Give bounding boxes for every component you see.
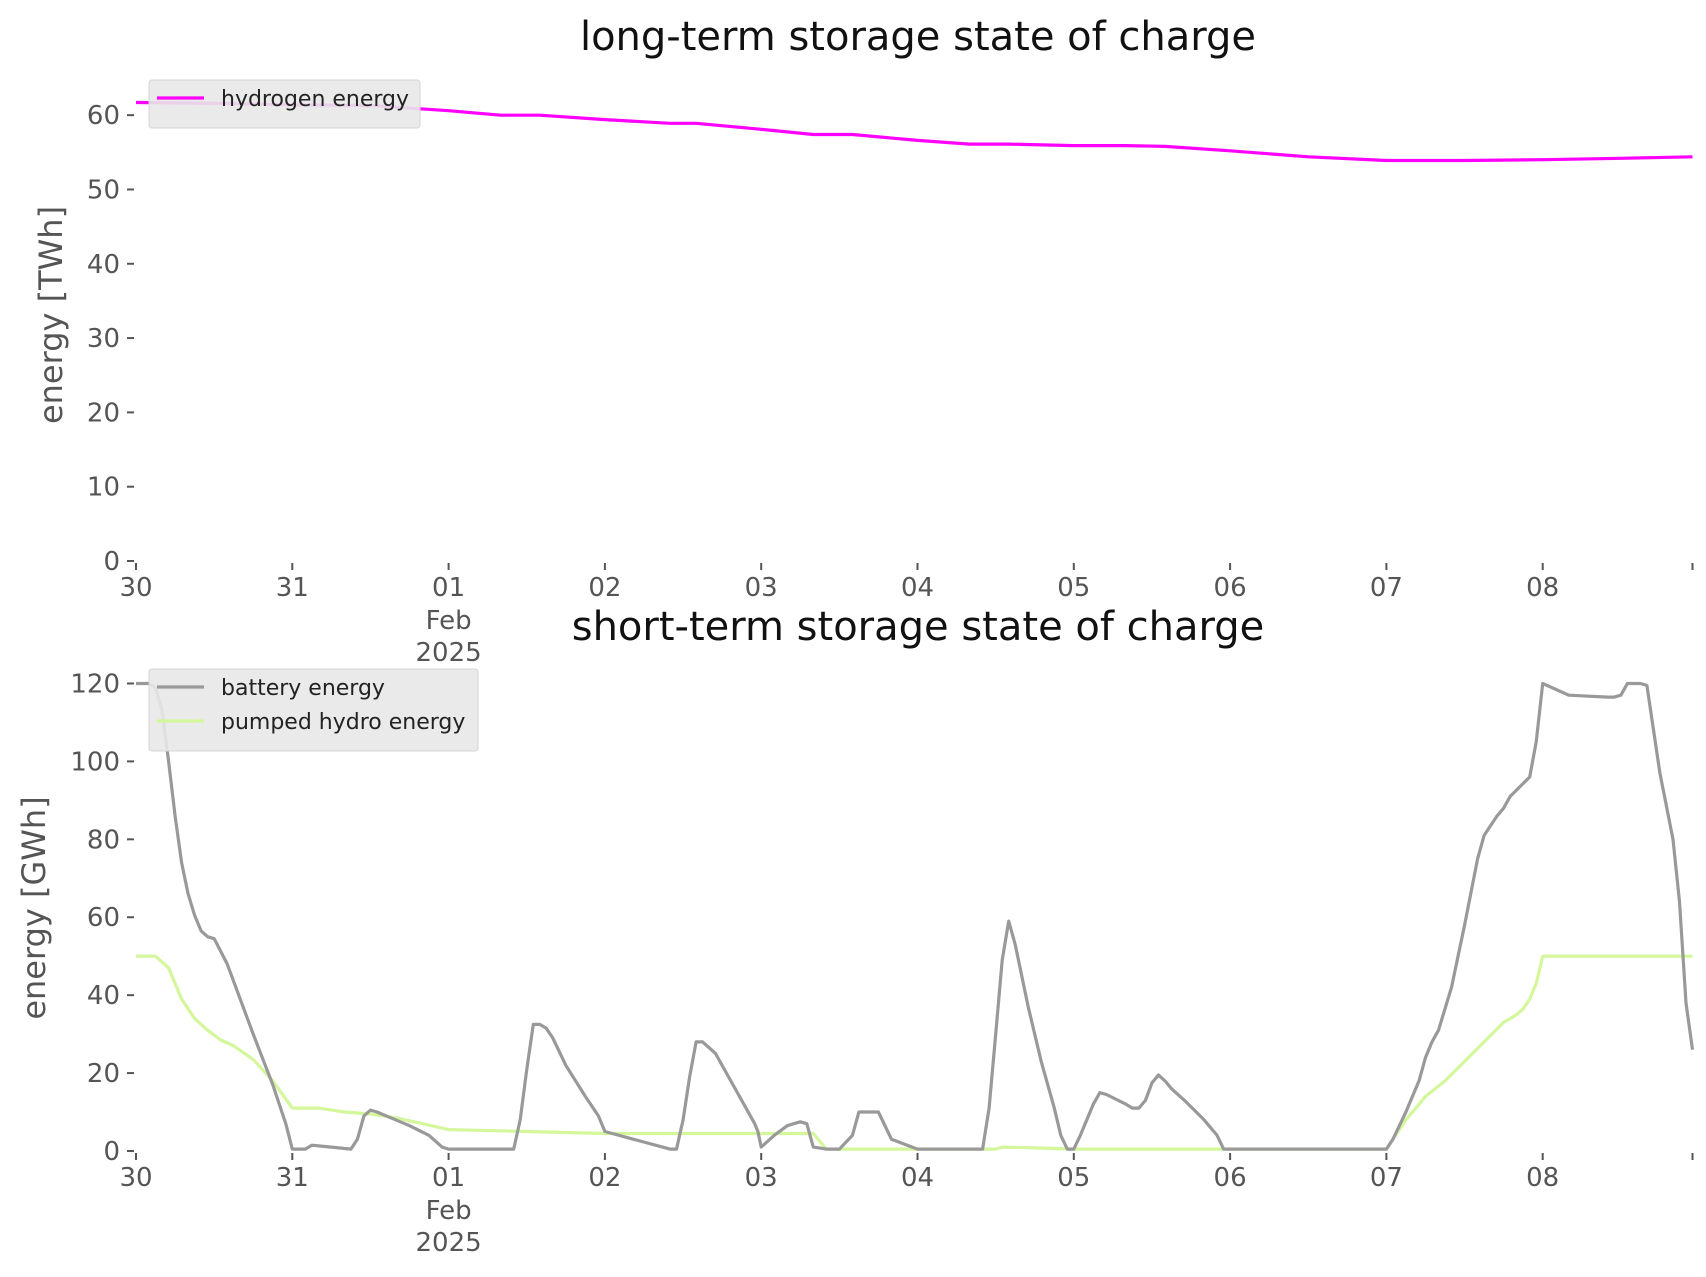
legend-label: hydrogen energy bbox=[221, 87, 409, 112]
short-term-chart: short-term storage state of charge energ… bbox=[15, 604, 1695, 1258]
y-tick-label: 10 bbox=[87, 473, 120, 503]
series-lines bbox=[136, 681, 1695, 1151]
x-tick-label: 30 bbox=[119, 1163, 152, 1193]
y-tick-label: 50 bbox=[87, 175, 120, 205]
x-tick-label: 06 bbox=[1214, 573, 1247, 603]
y-axis-label: energy [GWh] bbox=[15, 796, 53, 1019]
y-tick-label: 30 bbox=[87, 324, 120, 354]
legend-box bbox=[148, 668, 479, 752]
x-tick-label: 31 bbox=[276, 1163, 309, 1193]
x-tick-label: 02 bbox=[588, 1163, 621, 1193]
series-line-pumped-hydro-energy bbox=[136, 954, 1693, 1151]
legend: hydrogen energy bbox=[148, 79, 421, 129]
x-tick-year-label: 2025 bbox=[416, 638, 482, 668]
x-tick-label: 04 bbox=[901, 1163, 934, 1193]
long-term-chart: long-term storage state of charge energy… bbox=[32, 14, 1694, 668]
series-lines bbox=[135, 100, 1693, 163]
y-tick-label: 20 bbox=[87, 1059, 120, 1089]
y-tick-label: 0 bbox=[103, 1137, 120, 1167]
legend-label: battery energy bbox=[221, 676, 385, 701]
y-tick-label: 80 bbox=[87, 825, 120, 855]
x-tick-label: 06 bbox=[1214, 1163, 1247, 1193]
y-tick-label: 20 bbox=[87, 398, 120, 428]
x-tick-year-label: 2025 bbox=[416, 1228, 482, 1258]
chart-title: short-term storage state of charge bbox=[572, 604, 1265, 650]
y-tick-label: 0 bbox=[103, 547, 120, 577]
x-tick-label: 05 bbox=[1057, 573, 1090, 603]
x-tick-label: 01 bbox=[432, 1163, 465, 1193]
x-tick-label: 07 bbox=[1370, 1163, 1403, 1193]
y-tick-label: 40 bbox=[87, 250, 120, 280]
x-tick-label: 08 bbox=[1526, 573, 1559, 603]
x-tick-label: 03 bbox=[745, 1163, 778, 1193]
x-tick-month-label: Feb bbox=[426, 606, 472, 636]
y-tick-label: 100 bbox=[70, 747, 120, 777]
y-tick-label: 60 bbox=[87, 101, 120, 131]
x-tick-label: 31 bbox=[276, 573, 309, 603]
y-tick-label: 60 bbox=[87, 903, 120, 933]
chart-title: long-term storage state of charge bbox=[580, 14, 1256, 60]
series-line-battery-energy bbox=[136, 681, 1695, 1151]
series-line-hydrogen-energy bbox=[135, 100, 1693, 163]
legend-label: pumped hydro energy bbox=[221, 710, 465, 735]
y-tick-label: 120 bbox=[70, 669, 120, 699]
x-tick-label: 08 bbox=[1526, 1163, 1559, 1193]
y-axis-label: energy [TWh] bbox=[32, 206, 70, 424]
legend-box bbox=[148, 79, 421, 129]
legend: battery energy pumped hydro energy bbox=[148, 668, 479, 752]
x-tick-label: 03 bbox=[745, 573, 778, 603]
x-tick-label: 30 bbox=[119, 573, 152, 603]
x-tick-month-label: Feb bbox=[426, 1196, 472, 1226]
x-tick-label: 05 bbox=[1057, 1163, 1090, 1193]
x-tick-label: 01 bbox=[432, 573, 465, 603]
x-tick-label: 04 bbox=[901, 573, 934, 603]
y-tick-label: 40 bbox=[87, 981, 120, 1011]
x-tick-label: 02 bbox=[588, 573, 621, 603]
x-tick-label: 07 bbox=[1370, 573, 1403, 603]
